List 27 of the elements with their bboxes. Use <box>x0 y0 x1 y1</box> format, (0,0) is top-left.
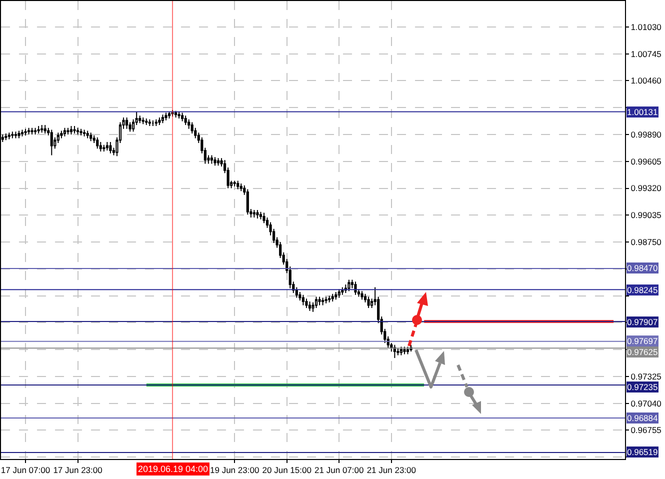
y-tick-label: 1.00460 <box>630 76 662 86</box>
y-tick-label: 0.97040 <box>630 398 662 408</box>
ref-line-label: 0.97907 <box>627 317 658 327</box>
x-tick-label: 17 Jun 23:00 <box>53 465 103 476</box>
ref-line-label: 0.97697 <box>627 336 658 346</box>
ref-line-label: 0.97625 <box>627 347 658 357</box>
y-tick-label: 0.98750 <box>630 237 662 248</box>
x-tick-label: 20 Jun 15:00 <box>262 465 312 476</box>
ref-line-label: 1.00131 <box>627 107 658 117</box>
y-tick-label: 0.99320 <box>630 183 662 194</box>
ref-line-label: 0.98470 <box>627 263 658 273</box>
y-tick-label: 0.99890 <box>630 129 662 140</box>
y-tick-label: 0.97325 <box>630 371 662 382</box>
x-tick-label: 21 Jun 23:00 <box>366 465 416 476</box>
y-tick-label: 1.01030 <box>630 22 662 32</box>
x-tick-label: 2019.06.19 04:00 <box>138 464 208 474</box>
x-tick-label: 21 Jun 07:00 <box>314 465 364 476</box>
y-tick-label: 0.99605 <box>630 156 662 166</box>
y-tick-label: 0.96755 <box>630 425 662 436</box>
x-tick-label: 17 Jun 07:00 <box>0 465 50 476</box>
ref-line-label: 0.97235 <box>627 382 658 392</box>
ref-line-label: 0.96884 <box>627 413 658 423</box>
y-tick-label: 1.00745 <box>630 48 662 59</box>
x-tick-label: 19 Jun 23:00 <box>210 465 260 476</box>
y-tick-label: 0.99035 <box>630 210 662 220</box>
ref-line-label: 0.96519 <box>627 447 658 457</box>
ref-line-label: 0.98245 <box>627 285 658 295</box>
